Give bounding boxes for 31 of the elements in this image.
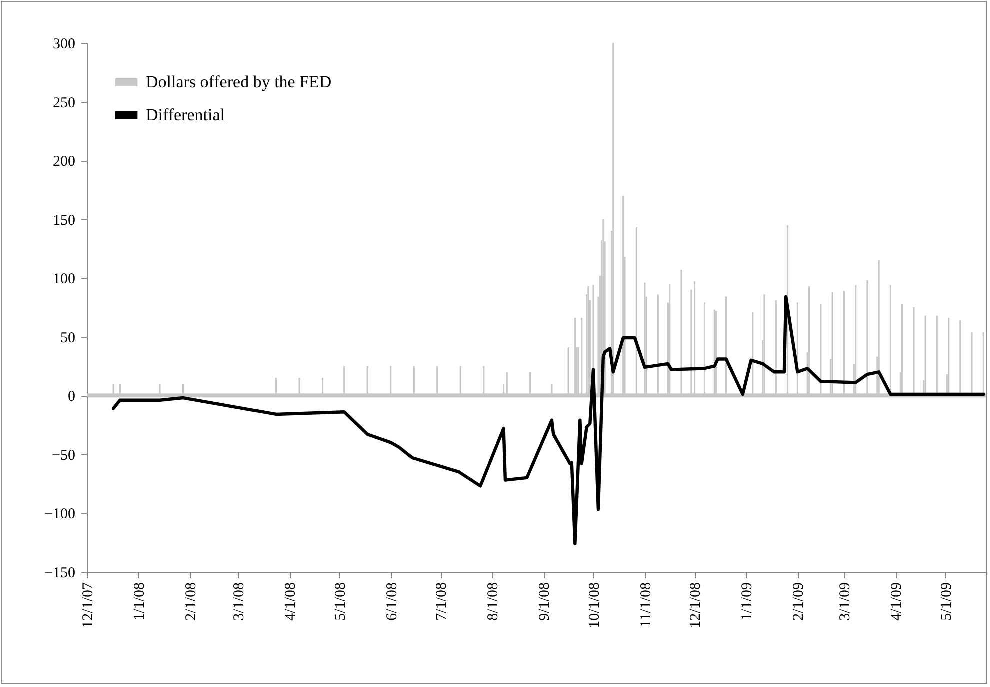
y-tick-label: 50: [60, 330, 76, 346]
x-tick-label: 10/1/08: [586, 582, 603, 628]
x-tick-label: 2/1/08: [183, 582, 200, 621]
x-tick-label: 6/1/08: [384, 582, 400, 621]
x-tick-label: 11/1/08: [638, 582, 654, 628]
legend-label: Dollars offered by the FED: [146, 72, 332, 92]
y-tick-label: −150: [44, 566, 76, 582]
x-tick-label: 2/1/09: [791, 582, 808, 621]
line-series: [112, 295, 986, 546]
legend-label: Differential: [146, 106, 226, 124]
x-tick-label: 7/1/08: [434, 582, 450, 621]
x-tick-label: 8/1/08: [486, 582, 502, 621]
x-tick-label: 3/1/09: [838, 582, 854, 621]
x-tick-label: 12/1/07: [80, 582, 96, 628]
y-tick-label: −50: [52, 448, 76, 464]
y-tick-label: 200: [53, 154, 76, 170]
y-tick-label: 300: [53, 36, 76, 52]
x-tick-label: 3/1/08: [232, 582, 248, 621]
x-tick-label: 4/1/08: [283, 582, 300, 621]
x-tick-label: 1/1/09: [740, 582, 756, 621]
y-tick-label: −100: [44, 506, 76, 523]
x-tick-label: 5/1/09: [938, 582, 955, 621]
y-tick-label: 150: [53, 212, 76, 229]
y-tick-label: 250: [53, 95, 76, 112]
x-tick-label: 4/1/09: [889, 582, 906, 621]
x-tick-label: 9/1/08: [537, 582, 554, 621]
y-tick-label: 0: [68, 389, 76, 406]
x-tick-label: 1/1/08: [132, 582, 148, 621]
y-tick-label: 100: [53, 272, 76, 288]
x-tick-label: 5/1/08: [332, 582, 349, 621]
x-tick-label: 12/1/08: [688, 582, 704, 628]
